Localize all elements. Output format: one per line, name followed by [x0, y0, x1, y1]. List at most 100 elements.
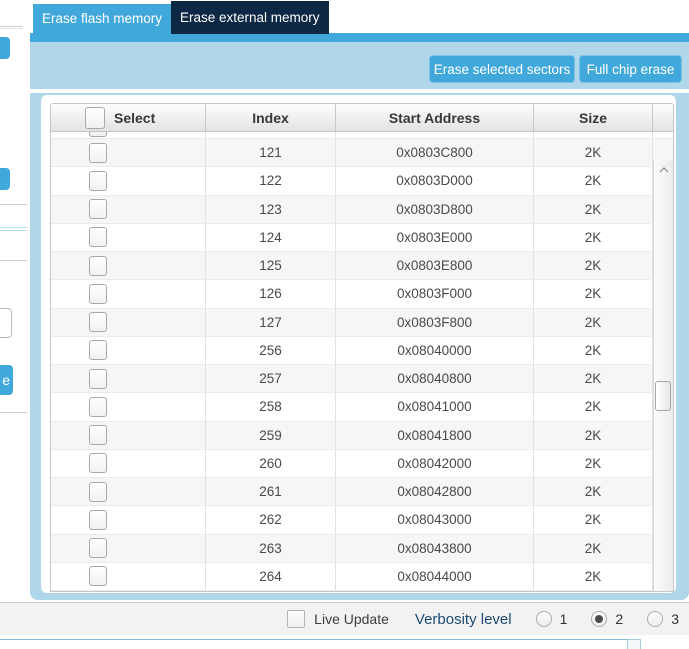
left-partial-button[interactable]: e: [0, 365, 13, 395]
left-divider-line: [0, 26, 22, 27]
cell-size: 2K: [534, 449, 653, 477]
cell-index: 256: [206, 336, 336, 364]
verbosity-radio-label: 2: [615, 611, 624, 627]
verbosity-radio-group: 1: [535, 611, 568, 627]
row-select-checkbox[interactable]: [89, 453, 107, 474]
left-divider-line: [0, 412, 27, 413]
row-select-checkbox[interactable]: [89, 283, 107, 304]
cell-index: 264: [206, 562, 336, 590]
row-select-checkbox[interactable]: [89, 227, 107, 248]
verbosity-radio[interactable]: [591, 611, 608, 627]
row-select-checkbox[interactable]: [89, 425, 107, 446]
cell-index: 261: [206, 478, 336, 506]
cell-size: 2K: [534, 280, 653, 308]
row-select-checkbox[interactable]: [89, 509, 107, 530]
cell-index: 259: [206, 421, 336, 449]
table-header: Select Index Start Address Size: [51, 104, 673, 132]
column-header-select-label: Select: [114, 109, 156, 126]
cell-index: 258: [206, 393, 336, 421]
table-row: 260 0x08042000 2K: [51, 449, 673, 478]
cell-index: 121: [206, 139, 336, 167]
full-chip-erase-button[interactable]: Full chip erase: [579, 55, 682, 83]
cell-size: 2K: [534, 421, 653, 449]
cell-index: 263: [206, 534, 336, 562]
cell-start-address: 0x08042800: [336, 478, 534, 506]
cell-start-address: 0x08042000: [336, 449, 534, 477]
row-select-checkbox[interactable]: [89, 538, 107, 559]
verbosity-radio-label: 1: [559, 611, 568, 627]
row-select-checkbox[interactable]: [89, 566, 107, 587]
sector-table: Select Index Start Address Size 121 0x08…: [50, 103, 674, 592]
table-row: 127 0x0803F800 2K: [51, 308, 673, 337]
verbosity-radio-group: 3: [647, 611, 679, 627]
row-select-checkbox[interactable]: [89, 340, 107, 361]
table-row: 122 0x0803D000 2K: [51, 167, 673, 196]
table-row-partial: [51, 132, 673, 139]
table-row: 258 0x08041000 2K: [51, 393, 673, 422]
select-all-checkbox[interactable]: [85, 106, 105, 129]
bottom-status-bar: Live Update Verbosity level 1 2 3: [0, 602, 689, 635]
cell-start-address: 0x0803F800: [336, 308, 534, 336]
table-row: 121 0x0803C800 2K: [51, 139, 673, 168]
left-divider-line: [0, 204, 27, 205]
row-select-checkbox[interactable]: [89, 312, 107, 333]
row-select-checkbox[interactable]: [89, 170, 107, 191]
verbosity-radio[interactable]: [647, 611, 664, 627]
left-divider-line: [0, 230, 27, 231]
tab-underline-strip: [30, 33, 689, 42]
row-select-checkbox[interactable]: [89, 396, 107, 417]
left-partial-button[interactable]: [0, 168, 10, 190]
left-partial-input[interactable]: [0, 308, 12, 338]
tab-erase-flash-memory[interactable]: Erase flash memory: [33, 4, 172, 33]
log-panel-corner-button[interactable]: [627, 639, 641, 649]
row-select-checkbox[interactable]: [89, 142, 107, 163]
table-row: 125 0x0803E800 2K: [51, 252, 673, 281]
cell-index: 126: [206, 280, 336, 308]
tab-erase-external-memory[interactable]: Erase external memory: [171, 1, 329, 34]
verbosity-level-label: Verbosity level: [414, 610, 512, 628]
cell-start-address: 0x08043000: [336, 506, 534, 534]
cell-start-address: 0x0803E000: [336, 223, 534, 251]
scrollbar-up-arrow-icon[interactable]: [654, 162, 673, 177]
cell-index: 262: [206, 506, 336, 534]
erase-toolbar: Erase selected sectors Full chip erase: [30, 42, 689, 89]
cell-start-address: 0x08040000: [336, 336, 534, 364]
cell-start-address: 0x0803C800: [336, 139, 534, 167]
table-scrollbar[interactable]: [653, 160, 673, 591]
cell-size: 2K: [534, 223, 653, 251]
cell-size: 2K: [534, 308, 653, 336]
left-divider-line: [0, 227, 27, 228]
cell-size: 2K: [534, 252, 653, 280]
table-row: 263 0x08043800 2K: [51, 534, 673, 563]
cell-size: 2K: [534, 562, 653, 590]
table-row: 259 0x08041800 2K: [51, 421, 673, 450]
column-header-size: Size: [534, 104, 653, 131]
cell-size: 2K: [534, 393, 653, 421]
erase-selected-sectors-button[interactable]: Erase selected sectors: [429, 55, 575, 83]
verbosity-radio-group: 2: [591, 611, 623, 627]
cell-start-address: 0x08043800: [336, 534, 534, 562]
row-select-checkbox[interactable]: [89, 368, 107, 389]
cell-size: 2K: [534, 336, 653, 364]
row-select-checkbox[interactable]: [89, 481, 107, 502]
table-row: 261 0x08042800 2K: [51, 478, 673, 507]
cell-size: 2K: [534, 534, 653, 562]
row-select-checkbox[interactable]: [89, 255, 107, 276]
table-row: 264 0x08044000 2K: [51, 562, 673, 591]
row-select-checkbox[interactable]: [89, 132, 107, 137]
cell-start-address: 0x08041000: [336, 393, 534, 421]
verbosity-radio[interactable]: [535, 611, 552, 627]
column-header-scroll-spacer: [653, 104, 673, 131]
left-divider-line: [0, 260, 27, 261]
live-update-checkbox[interactable]: [287, 610, 306, 628]
cell-start-address: 0x0803D000: [336, 167, 534, 195]
cell-index: 123: [206, 195, 336, 223]
cell-index: 257: [206, 365, 336, 393]
cell-start-address: 0x0803D800: [336, 195, 534, 223]
left-partial-button[interactable]: [0, 37, 10, 59]
scrollbar-thumb[interactable]: [655, 381, 671, 411]
table-body: 121 0x0803C800 2K 122 0x0803D000 2K 123 …: [51, 132, 673, 591]
table-row: 123 0x0803D800 2K: [51, 195, 673, 224]
row-select-checkbox[interactable]: [89, 199, 107, 220]
